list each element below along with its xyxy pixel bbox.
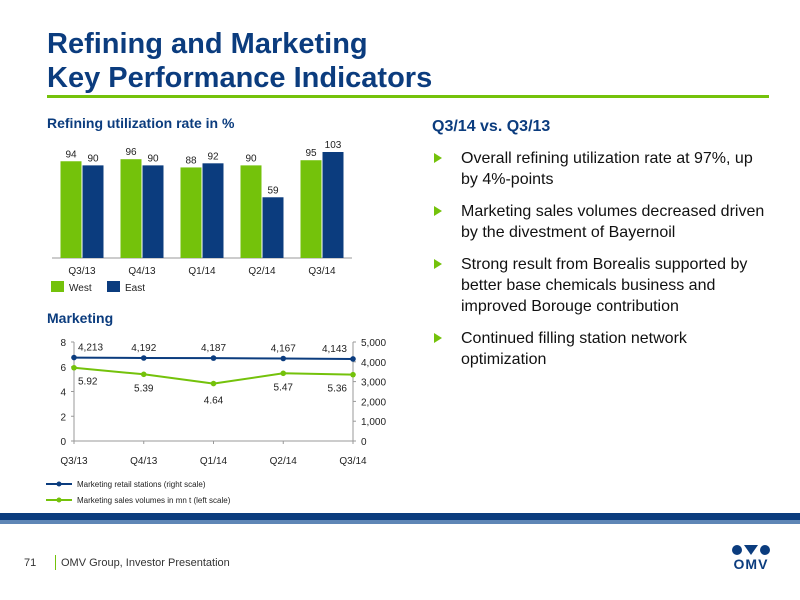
right-tick-label: 0 [361, 437, 367, 448]
data-label: 5.39 [134, 383, 154, 394]
footer-band-light [0, 520, 800, 524]
data-point-retail-stations [350, 356, 356, 362]
omv-logo-icon [732, 545, 770, 555]
data-label: 5.47 [274, 382, 294, 393]
bar-east [202, 163, 224, 258]
bar-east [262, 197, 284, 258]
data-point-retail-stations [71, 354, 77, 361]
legend-swatch-east [107, 281, 120, 292]
x-tick-label: Q1/14 [188, 266, 216, 277]
footer-separator [55, 555, 56, 570]
bar-west [120, 159, 142, 258]
footer-text: OMV Group, Investor Presentation [61, 557, 230, 569]
left-tick-label: 6 [60, 363, 66, 374]
data-label: 4.64 [204, 396, 224, 407]
bar-value-label: 103 [325, 140, 342, 151]
x-tick-label: Q3/14 [308, 266, 336, 277]
page-title: Refining and Marketing Key Performance I… [47, 27, 432, 95]
refining-utilization-chart: 94 90 Q3/13 96 90 Q4/13 88 92 Q1/14 90 59 Q2/14 95 10… [51, 140, 352, 294]
data-label: 4,187 [201, 343, 226, 354]
refining-heading: Refining utilization rate in % [47, 115, 235, 131]
x-tick-label: Q3/13 [68, 266, 96, 277]
bar-west [300, 160, 322, 258]
bar-value-label: 90 [245, 153, 257, 164]
data-point-sales-volumes [210, 380, 217, 387]
data-point-retail-stations [280, 355, 287, 362]
legend-marker [56, 497, 62, 503]
bullet-arrow-icon [434, 259, 442, 269]
x-tick-label: Q4/13 [128, 266, 156, 277]
data-label: 4,192 [131, 343, 156, 354]
data-point-sales-volumes [280, 370, 287, 377]
footer-band [0, 513, 800, 520]
x-tick-label: Q2/14 [248, 266, 276, 277]
bullet-arrow-icon [434, 333, 442, 343]
left-tick-label: 2 [60, 412, 66, 423]
data-point-sales-volumes [140, 371, 147, 378]
right-tick-label: 3,000 [361, 378, 386, 389]
bar-west [180, 167, 202, 258]
bar-value-label: 95 [305, 148, 317, 159]
data-label: 5.36 [328, 384, 348, 395]
bullet-arrow-icon [434, 153, 442, 163]
comparison-heading: Q3/14 vs. Q3/13 [432, 118, 551, 135]
key-points-list: Overall refining utilization rate at 97%… [432, 148, 772, 381]
right-tick-label: 4,000 [361, 358, 386, 369]
bar-east [322, 152, 344, 258]
data-point-sales-volumes [71, 364, 77, 371]
right-tick-label: 5,000 [361, 338, 386, 349]
bar-value-label: 94 [65, 149, 77, 160]
x-tick-label: Q3/13 [60, 456, 88, 467]
legend-label: Marketing retail stations (right scale) [77, 480, 206, 489]
legend-label-east: East [125, 283, 145, 294]
bullet-item: Continued filling station network optimi… [432, 328, 772, 370]
marketing-chart: 0 2 4 6 8 0 1,000 2,000 3,000 4,000 5,000 Q3/13 Q4/1… [46, 338, 386, 505]
bar-value-label: 90 [147, 153, 159, 164]
bullet-arrow-icon [434, 206, 442, 216]
x-tick-label: Q2/14 [270, 456, 298, 467]
logo-text: OMV [733, 556, 769, 572]
legend-swatch-west [51, 281, 64, 292]
data-label: 4,213 [78, 343, 103, 354]
left-tick-label: 4 [60, 388, 66, 399]
bullet-item: Strong result from Borealis supported by… [432, 254, 772, 317]
page-number: 71 [24, 557, 37, 569]
bar-value-label: 88 [185, 155, 197, 166]
bar-east [82, 165, 104, 258]
marketing-heading: Marketing [47, 310, 114, 326]
data-label: 5.92 [78, 377, 98, 388]
right-tick-label: 1,000 [361, 417, 386, 428]
title-line-1: Refining and Marketing [47, 28, 368, 60]
bar-value-label: 92 [207, 151, 219, 162]
title-line-2: Key Performance Indicators [47, 62, 433, 94]
data-label: 4,143 [322, 344, 347, 355]
right-tick-label: 2,000 [361, 397, 386, 408]
bullet-item: Overall refining utilization rate at 97%… [432, 148, 772, 190]
x-tick-label: Q4/13 [130, 456, 158, 467]
legend-marker [56, 481, 62, 487]
x-tick-label: Q1/14 [200, 456, 228, 467]
legend-label-west: West [69, 283, 92, 294]
bar-value-label: 90 [87, 153, 99, 164]
bar-west [60, 161, 82, 258]
bar-value-label: 96 [125, 147, 137, 158]
bar-west [240, 165, 262, 258]
bar-east [142, 165, 164, 258]
left-tick-label: 0 [60, 437, 66, 448]
data-point-retail-stations [140, 355, 147, 361]
left-tick-label: 8 [60, 338, 66, 349]
data-point-sales-volumes [350, 371, 356, 378]
title-divider [47, 95, 769, 98]
bar-value-label: 59 [267, 185, 279, 196]
bullet-item: Marketing sales volumes decreased driven… [432, 201, 772, 243]
data-label: 4,167 [271, 343, 296, 354]
x-tick-label: Q3/14 [339, 456, 367, 467]
data-point-retail-stations [210, 355, 217, 361]
legend-label: Marketing sales volumes in mn t (left sc… [77, 496, 231, 505]
